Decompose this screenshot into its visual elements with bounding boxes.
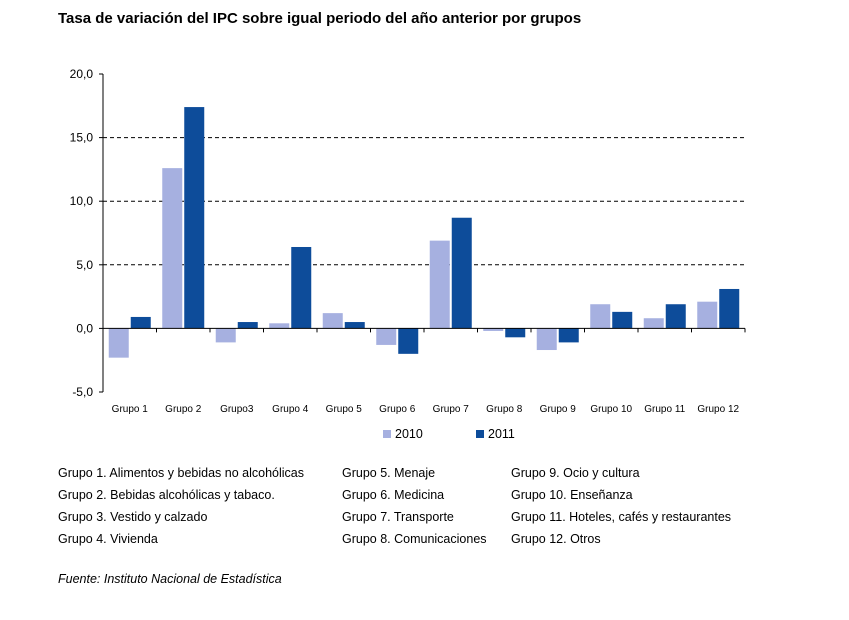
glossary-item: Grupo 9. Ocio y cultura [511,466,640,480]
x-tick-label: Grupo 7 [433,404,470,415]
bar-2011 [558,328,579,343]
bar-2011 [344,322,365,329]
glossary-column-2: Grupo 5. Menaje Grupo 6. Medicina Grupo … [342,464,487,552]
x-tick-label: Grupo 11 [644,404,685,415]
bar-2011 [612,311,633,329]
x-tick-label: Grupo 1 [112,404,149,415]
bar-2010 [643,318,664,329]
glossary-item: Grupo 1. Alimentos y bebidas no alcohóli… [58,466,304,480]
bar-2010 [483,328,504,331]
x-tick-label: Grupo 10 [590,404,632,415]
source-note: Fuente: Instituto Nacional de Estadístic… [58,572,282,586]
bar-chart: 20,0 15,0 10,0 5,0 0,0 -5,0 Grupo 1 Grupo 2 Grup… [70,67,746,441]
bar-2010 [536,328,557,351]
x-tick-label: Grupo 4 [272,404,309,415]
glossary-item: Grupo 11. Hoteles, cafés y restaurantes [511,510,732,524]
x-tick-label: Grupo 9 [540,404,577,415]
x-tick-label: Grupo 5 [326,404,363,415]
glossary-item: Grupo 12. Otros [511,532,601,546]
bar-2011 [665,304,686,329]
glossary-item: Grupo 5. Menaje [342,466,436,480]
bar-2010 [215,328,236,343]
legend-swatch-2011 [476,430,484,438]
bar-2011 [398,328,419,354]
bar-2011 [130,316,151,329]
bar-2010 [376,328,397,345]
legend-label: 2011 [488,427,515,441]
glossary-item: Grupo 4. Vivienda [58,532,158,546]
y-tick-label: -5,0 [72,385,93,399]
y-tick-label: 15,0 [70,131,94,145]
legend-label: 2010 [395,427,423,441]
bar-2011 [184,107,205,329]
glossary-item: Grupo 3. Vestido y calzado [58,510,208,524]
glossary-column-3: Grupo 9. Ocio y cultura Grupo 10. Enseña… [511,464,731,552]
bar-2010 [429,240,450,329]
y-tick-label: 0,0 [76,321,93,335]
bar-2010 [697,301,718,329]
chart-title: Tasa de variación del IPC sobre igual pe… [58,10,582,27]
x-tick-label: Grupo 12 [697,404,739,415]
bar-2010 [108,328,129,358]
legend-swatch-2010 [383,430,391,438]
x-tick-label: Grupo 6 [379,404,416,415]
bar-2011 [505,328,526,338]
y-tick-label: 10,0 [70,194,94,208]
glossary-item: Grupo 6. Medicina [342,488,445,502]
bar-2011 [291,246,312,329]
y-tick-label: 20,0 [70,67,94,81]
bar-2010 [269,323,290,329]
bar-2010 [322,313,343,329]
bar-2010 [162,168,183,329]
bar-2011 [237,322,258,329]
glossary-column-1: Grupo 1. Alimentos y bebidas no alcohóli… [58,464,304,552]
bar-2011 [719,288,740,329]
x-tick-label: Grupo 8 [486,404,523,415]
glossary-item: Grupo 7. Transporte [342,510,454,524]
bar-2011 [451,217,472,329]
y-tick-label: 5,0 [76,258,93,272]
glossary-item: Grupo 2. Bebidas alcohólicas y tabaco. [58,488,275,502]
x-tick-label: Grupo 2 [165,404,202,415]
glossary-item: Grupo 10. Enseñanza [511,488,633,502]
glossary-item: Grupo 8. Comunicaciones [342,532,487,546]
x-tick-label: Grupo3 [220,404,254,415]
bar-2010 [590,304,611,329]
